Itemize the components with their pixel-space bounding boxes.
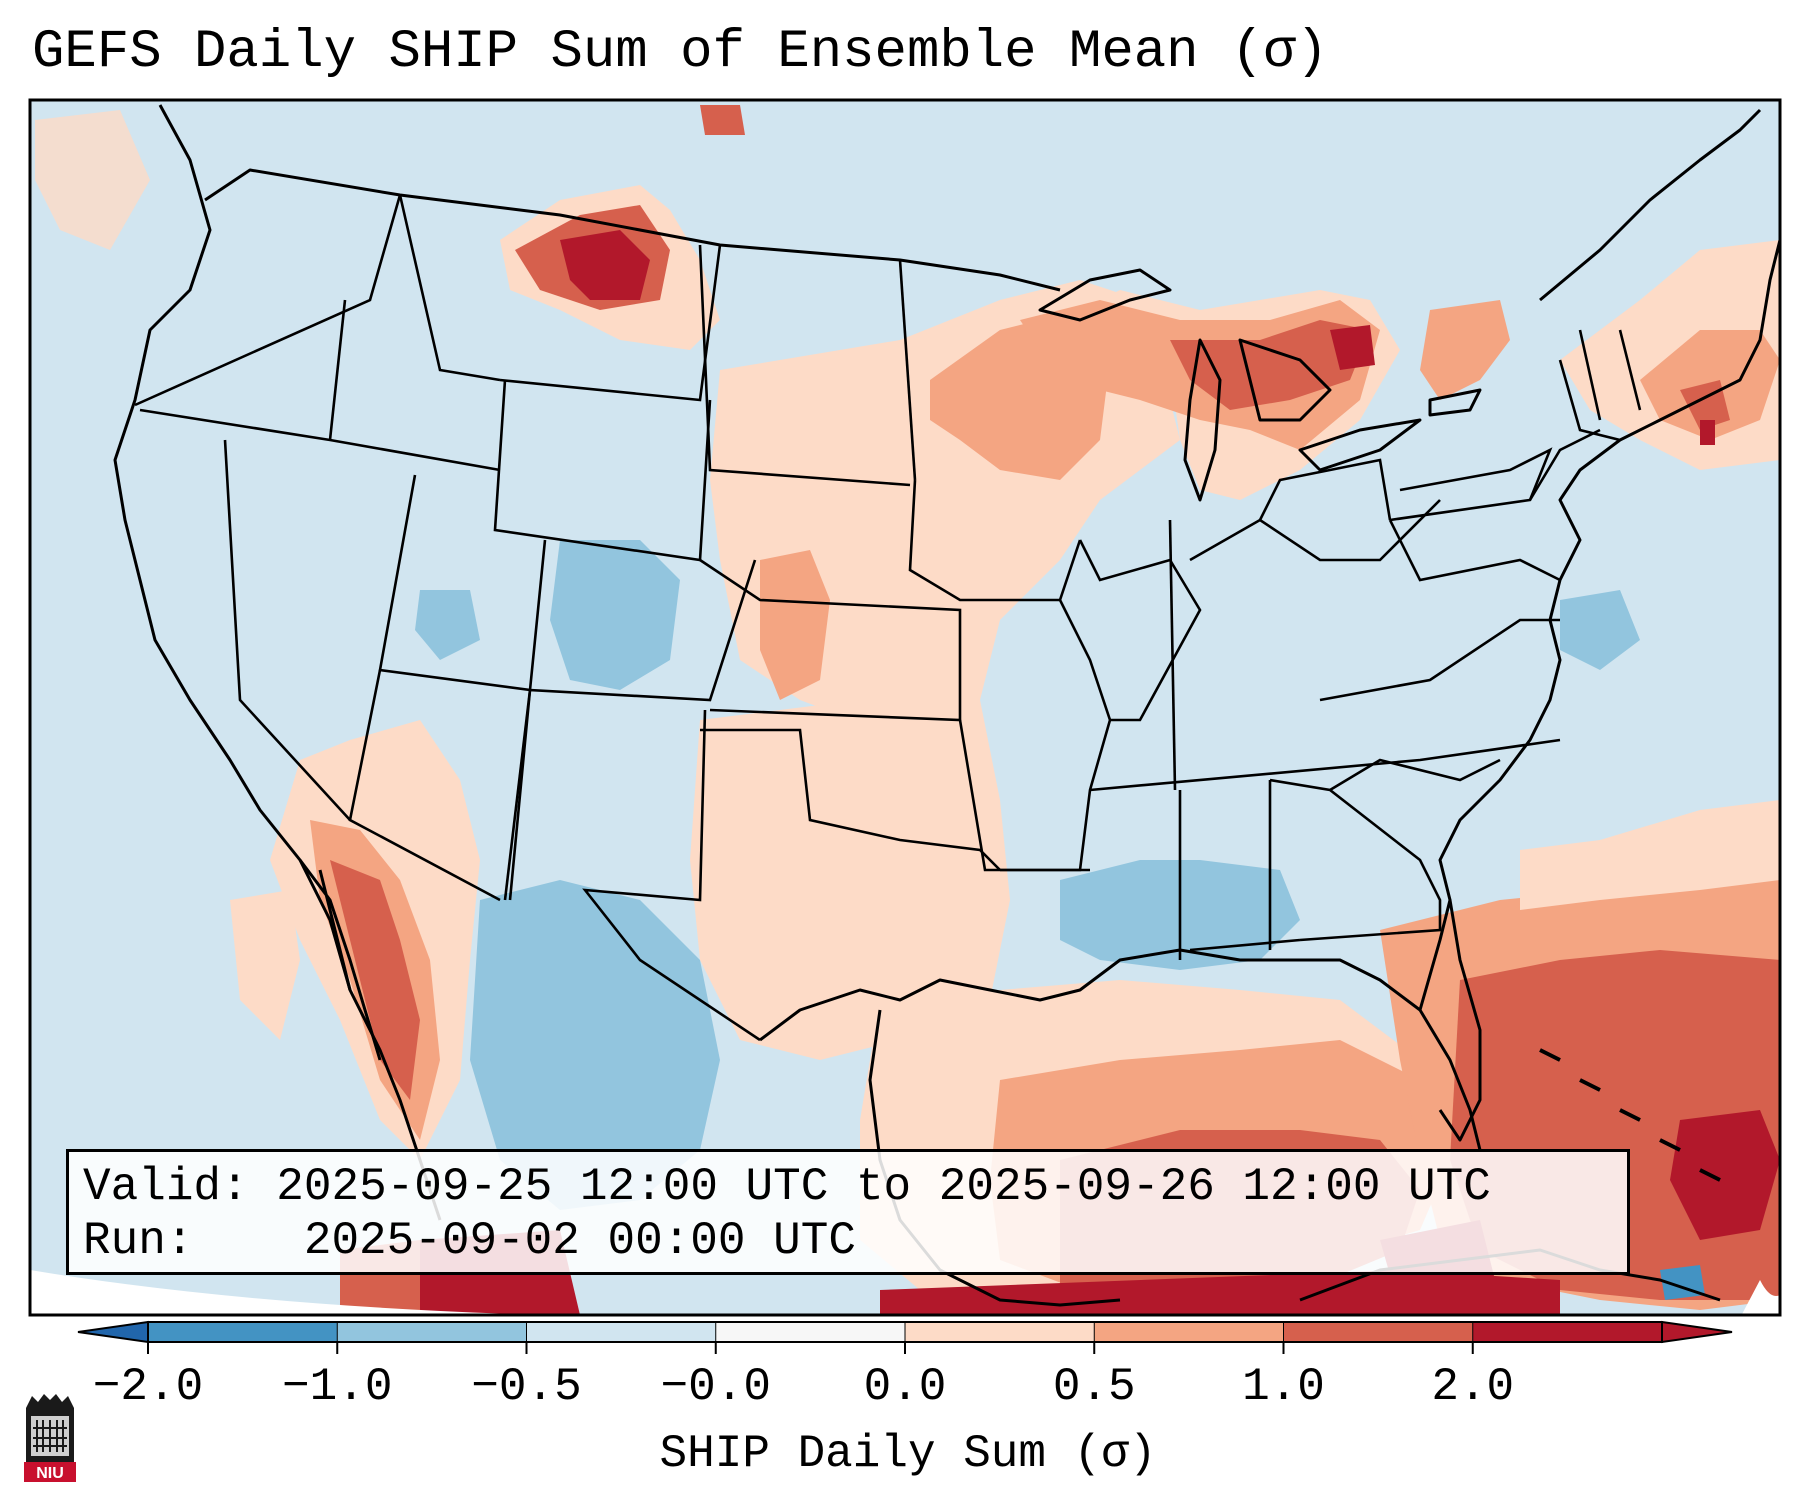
colorbar-tick-label: −0.0: [660, 1361, 771, 1413]
lake-superior: [1038, 268, 1172, 322]
colorbar-segment: [337, 1322, 527, 1342]
colorbar-segment: [715, 1322, 906, 1342]
valid-label: Valid:: [83, 1161, 249, 1213]
map-frame: [28, 98, 1782, 1317]
map-title: GEFS Daily SHIP Sum of Ensemble Mean (σ): [32, 22, 1329, 83]
atlantic-coastline: [1438, 239, 1780, 901]
valid-value: 2025-09-25 12:00 UTC to 2025-09-26 12:00…: [276, 1161, 1491, 1213]
colorbar-segment: [148, 1322, 338, 1342]
gulf-coastline: [759, 948, 1482, 1151]
colorbar-tick-label: 0.0: [863, 1361, 947, 1413]
map-panel: [30, 100, 1780, 1315]
colorbar-tick-label: 1.0: [1242, 1361, 1325, 1413]
colorbar-tick-label: −1.0: [282, 1361, 393, 1413]
info-box: Valid: 2025-09-25 12:00 UTC to 2025-09-2…: [66, 1149, 1630, 1275]
state-boundaries: [134, 194, 1642, 1042]
run-value: 2025-09-02 00:00 UTC: [303, 1215, 856, 1267]
colorbar-label: SHIP Daily Sum (σ): [659, 1428, 1157, 1480]
lake-huron: [1238, 338, 1332, 422]
run-label: Run:: [83, 1215, 194, 1267]
colorbar-tick-label: −0.5: [471, 1361, 582, 1413]
lake-ontario: [1428, 388, 1482, 417]
st-lawrence-coastline: [1539, 108, 1762, 302]
baja-coastline: [298, 859, 382, 1061]
niu-logo-text: NIU: [36, 1465, 64, 1482]
florida-coastline: [1418, 898, 1482, 1142]
lake-erie: [1298, 418, 1422, 472]
colorbar-segment: [526, 1322, 717, 1342]
colorbar: [77, 1320, 1733, 1354]
colorbar-tick-label: 2.0: [1431, 1361, 1515, 1413]
colorbar-segment: [1472, 1322, 1663, 1342]
lake-michigan: [1183, 338, 1222, 502]
colorbar-tick-label: 0.5: [1052, 1361, 1136, 1413]
colorbar-segment: [1283, 1322, 1474, 1342]
canada-us-border: [204, 168, 1061, 292]
colorbar-under-arrow: [77, 1320, 149, 1344]
colorbar-tick-label: −2.0: [92, 1361, 204, 1413]
colorbar-segment: [905, 1322, 1095, 1342]
bahamas-islands: [1539, 1048, 1721, 1182]
colorbar-segment: [1094, 1322, 1284, 1342]
niu-logo: NIU: [24, 1394, 76, 1482]
colorbar-over-arrow: [1661, 1320, 1733, 1344]
